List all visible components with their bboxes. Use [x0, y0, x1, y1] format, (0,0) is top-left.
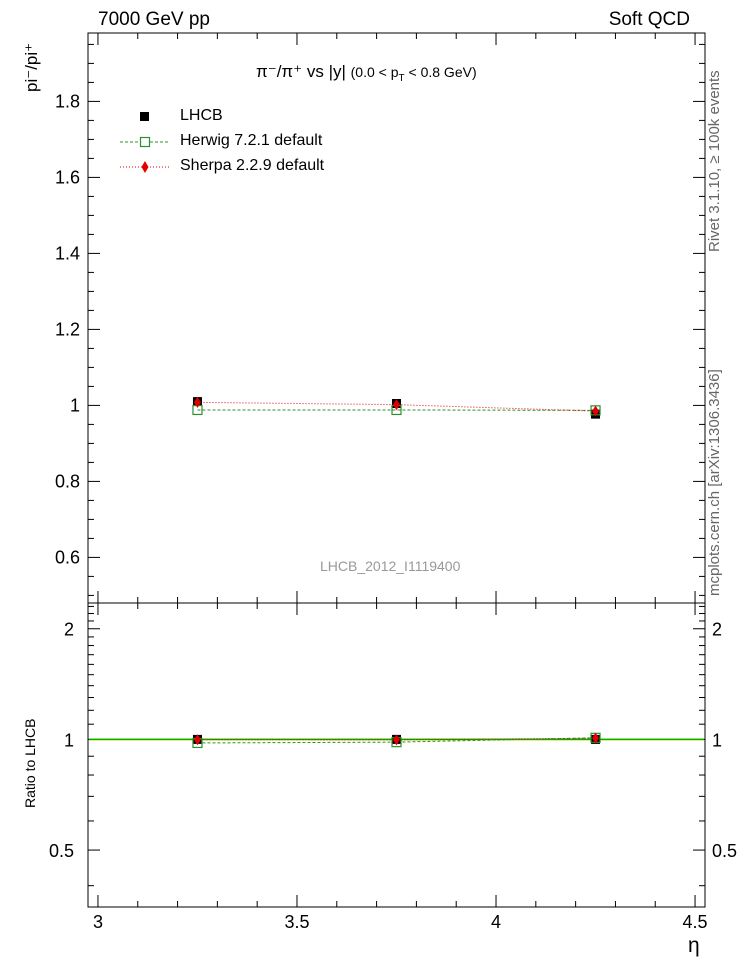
- series-line-2: [197, 401, 596, 412]
- ratio-frame: [87, 602, 706, 908]
- y-tick-label: 1: [70, 395, 80, 415]
- y-tick-label: 0.8: [55, 471, 80, 491]
- legend-entry-lhcb: LHCB: [118, 106, 378, 131]
- title-cut: (0.0 < pT < 0.8 GeV): [350, 64, 477, 84]
- ratio-point-2: [393, 734, 400, 746]
- y-tick-label: 1.8: [55, 91, 80, 111]
- ratio-line-2: [197, 737, 596, 741]
- watermark: LHCB_2012_I1119400: [320, 558, 461, 574]
- data-point-2: [592, 405, 600, 417]
- legend-marker-herwig: [120, 136, 170, 148]
- ratio-tick-label-right: 1: [712, 730, 722, 750]
- title-cut-sub: T: [398, 72, 405, 84]
- title-cut-lo: (0.0 < p: [350, 64, 399, 80]
- ratio-tick-label-left: 1: [64, 730, 74, 750]
- title-main: π⁻/π⁺ vs |y|: [256, 62, 346, 81]
- ratio-tick-label-right: 2: [712, 620, 722, 640]
- header-right: Soft QCD: [608, 9, 690, 30]
- mcplots-label: mcplots.cern.ch [arXiv:1306.3436]: [706, 369, 723, 596]
- title-cut-hi: < 0.8 GeV): [408, 64, 477, 80]
- legend-entry-herwig: Herwig 7.2.1 default: [118, 131, 378, 156]
- y-axis-label: pi⁻/pi⁺: [22, 42, 41, 92]
- data-point-2: [193, 396, 201, 408]
- ratio-tick-label-left: 2: [64, 620, 74, 640]
- legend-label-herwig: Herwig 7.2.1 default: [180, 132, 323, 149]
- ratio-point-2: [193, 734, 201, 746]
- x-tick-label: 4: [491, 912, 501, 932]
- y-tick-label: 1.6: [55, 167, 80, 187]
- legend-marker-lhcb: [140, 112, 149, 121]
- legend-marker-sherpa: [120, 161, 170, 173]
- chart-title: π⁻/π⁺ vs |y| (0.0 < pT < 0.8 GeV): [256, 62, 477, 84]
- ratio-line-1: [197, 737, 596, 744]
- x-tick-label: 4.5: [683, 912, 708, 932]
- x-tick-label: 3.5: [284, 912, 309, 932]
- header-left: 7000 GeV pp: [98, 9, 210, 30]
- legend-label-sherpa: Sherpa 2.2.9 default: [180, 157, 325, 174]
- ratio-tick-label-right: 0.5: [712, 841, 737, 861]
- x-axis-label: η: [688, 934, 700, 957]
- legend-entry-sherpa: Sherpa 2.2.9 default: [118, 156, 378, 181]
- ratio-point-2: [592, 732, 600, 744]
- ratio-tick-label-left: 0.5: [49, 841, 74, 861]
- x-tick-label: 3: [93, 912, 103, 932]
- ratio-y-axis-label: Ratio to LHCB: [22, 718, 38, 808]
- data-point-2: [393, 399, 400, 411]
- y-tick-label: 0.6: [55, 547, 80, 567]
- legend: LHCB Herwig 7.2.1 default Sherpa 2.2.9 d…: [118, 106, 378, 181]
- y-tick-label: 1.4: [55, 243, 80, 263]
- y-tick-label: 1.2: [55, 319, 80, 339]
- rivet-label: Rivet 3.1.10, ≥ 100k events: [706, 70, 723, 252]
- legend-label-lhcb: LHCB: [180, 107, 223, 124]
